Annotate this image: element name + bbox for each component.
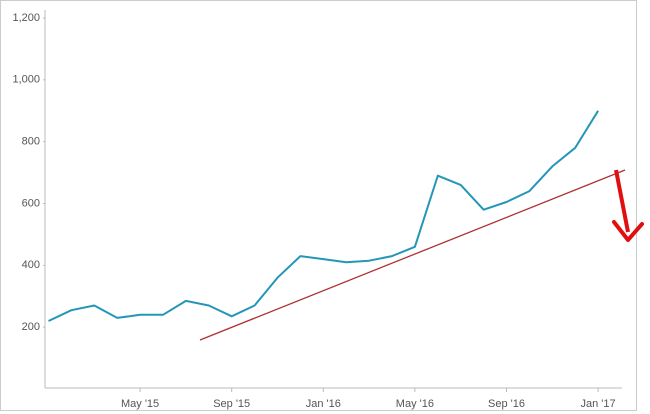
y-tick-label: 1,200 <box>12 12 40 24</box>
frame <box>0 0 637 411</box>
trend-line <box>199 169 626 341</box>
down-arrow <box>612 169 644 242</box>
y-tick-label: 400 <box>22 259 40 271</box>
x-tick-label: May '16 <box>396 398 434 410</box>
x-tick-label: Sep '16 <box>488 398 525 410</box>
x-tick-label: Sep '15 <box>213 398 250 410</box>
x-tick-label: May '15 <box>121 398 159 410</box>
y-tick-label: 200 <box>22 321 40 333</box>
price-line <box>48 110 599 322</box>
x-tick-label: Jan '16 <box>306 398 341 410</box>
x-tick-label: Jan '17 <box>581 398 616 410</box>
y-tick-label: 1,000 <box>12 74 40 86</box>
y-tick-label: 800 <box>22 136 40 148</box>
y-tick-label: 600 <box>22 197 40 209</box>
